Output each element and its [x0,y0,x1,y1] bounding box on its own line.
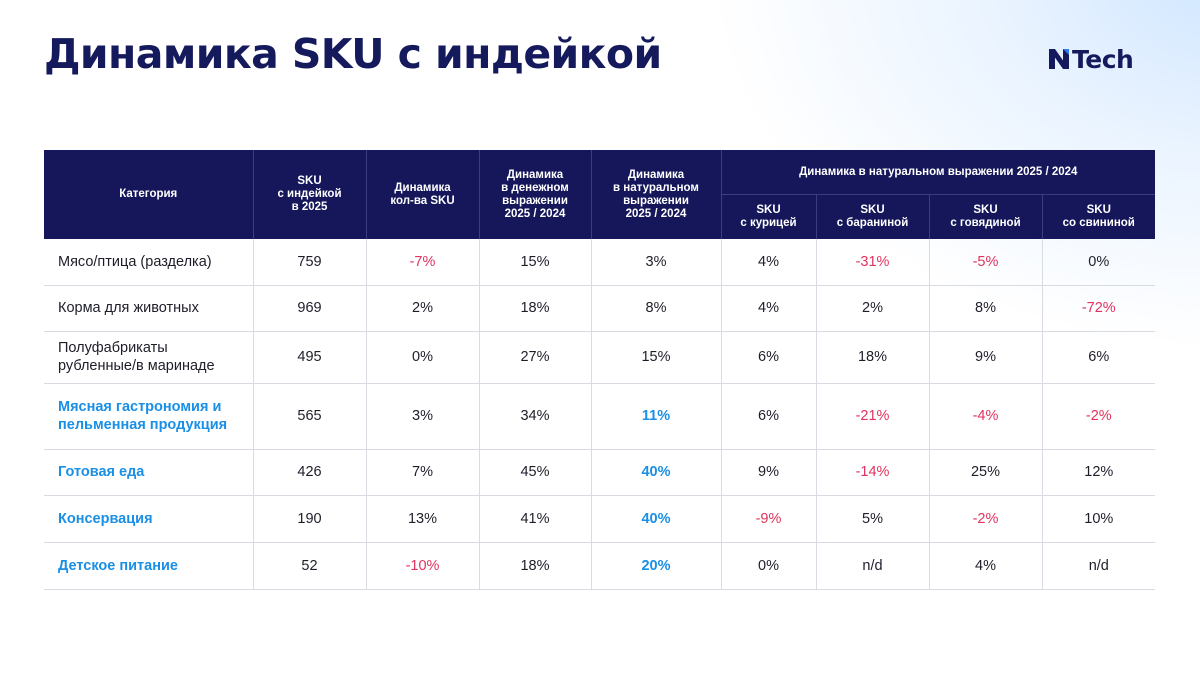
sku-chicken-cell: 0% [720,542,816,590]
sku-lamb-cell: 2% [815,285,929,332]
natural-dynamics-cell: 40% [590,449,721,496]
category-cell: Детское питание [44,542,253,590]
sku-chicken-cell: 6% [720,331,816,384]
sku-chicken-cell: 4% [720,285,816,332]
category-cell: Мясо/птица (разделка) [44,239,253,286]
n-logo-mark-icon [1049,49,1069,69]
sku-2025-cell: 565 [252,383,366,450]
category-cell: Полуфабрикаты рубленные/в маринаде [44,331,253,384]
natural-dynamics-cell: 3% [590,239,721,286]
table-body: Мясо/птица (разделка) 759 -7% 15% 3% 4% -31% -5… [44,239,1156,590]
sku-2025-cell: 426 [252,449,366,496]
category-cell: Консервация [44,495,253,543]
sku-2025-cell: 969 [252,285,366,332]
header-money-dynamics: Динамика в денежном выражении 2025 / 2024 [478,150,591,239]
sku-2025-cell: 495 [252,331,366,384]
table-row: Консервация 190 13% 41% 40% -9% 5% -2% 10% [44,495,1156,543]
sku-chicken-cell: -9% [720,495,816,543]
sku-lamb-cell: -14% [815,449,929,496]
sku-beef-cell: 9% [928,331,1042,384]
header-natural-dynamics: Динамика в натуральном выражении 2025 / 202… [590,150,721,239]
sku-lamb-cell: 18% [815,331,929,384]
money-dynamics-cell: 34% [478,383,591,450]
sku-2025-cell: 52 [252,542,366,590]
sku-count-dynamics-cell: -7% [365,239,479,286]
table-row: Мясо/птица (разделка) 759 -7% 15% 3% 4% -31% -5… [44,239,1156,286]
money-dynamics-cell: 45% [478,449,591,496]
logo-text: Tech [1072,44,1134,74]
sku-beef-cell: 25% [928,449,1042,496]
sku-chicken-cell: 4% [720,239,816,286]
money-dynamics-cell: 18% [478,285,591,332]
sku-lamb-cell: -21% [815,383,929,450]
natural-dynamics-cell: 15% [590,331,721,384]
natural-dynamics-cell: 40% [590,495,721,543]
table-row: Детское питание 52 -10% 18% 20% 0% n/d 4% n/d [44,542,1156,590]
sku-count-dynamics-cell: 0% [365,331,479,384]
sku-pork-cell: n/d [1041,542,1156,590]
sku-lamb-cell: -31% [815,239,929,286]
header-category: Категория [44,150,253,239]
sku-pork-cell: 6% [1041,331,1156,384]
sku-count-dynamics-cell: 7% [365,449,479,496]
sku-pork-cell: 12% [1041,449,1156,496]
sku-count-dynamics-cell: 2% [365,285,479,332]
category-cell: Мясная гастрономия и пельменная продукци… [44,383,253,450]
sku-pork-cell: -72% [1041,285,1156,332]
sku-lamb-cell: 5% [815,495,929,543]
table-row: Полуфабрикаты рубленные/в маринаде 495 0% 2… [44,331,1156,384]
sku-count-dynamics-cell: -10% [365,542,479,590]
money-dynamics-cell: 15% [478,239,591,286]
natural-dynamics-cell: 8% [590,285,721,332]
money-dynamics-cell: 27% [478,331,591,384]
sku-pork-cell: 0% [1041,239,1156,286]
sku-count-dynamics-cell: 13% [365,495,479,543]
header-sku-count-dynamics: Динамика кол-ва SKU [365,150,479,239]
sku-2025-cell: 759 [252,239,366,286]
sku-beef-cell: -5% [928,239,1042,286]
sku-lamb-cell: n/d [815,542,929,590]
category-cell: Готовая еда [44,449,253,496]
natural-dynamics-cell: 11% [590,383,721,450]
header-sku-chicken: SKU с курицей [720,194,816,239]
page-title: Динамика SKU с индейкой [44,30,662,78]
money-dynamics-cell: 18% [478,542,591,590]
brand-logo: Tech [1048,44,1134,74]
header-sku-lamb: SKU с бараниной [815,194,929,239]
table-row: Готовая еда 426 7% 45% 40% 9% -14% 25% 12% [44,449,1156,496]
header-sku-beef: SKU с говядиной [928,194,1042,239]
sku-beef-cell: 4% [928,542,1042,590]
table-row: Корма для животных 969 2% 18% 8% 4% 2% 8% -72% [44,285,1156,332]
sku-2025-cell: 190 [252,495,366,543]
sku-pork-cell: -2% [1041,383,1156,450]
table-row: Мясная гастрономия и пельменная продукци… [44,383,1156,450]
header-sku-2025: SKU с индейкой в 2025 [252,150,366,239]
sku-beef-cell: -4% [928,383,1042,450]
sku-pork-cell: 10% [1041,495,1156,543]
natural-dynamics-cell: 20% [590,542,721,590]
category-cell: Корма для животных [44,285,253,332]
sku-chicken-cell: 6% [720,383,816,450]
header-natural-group: Динамика в натуральном выражении 2025 / … [720,150,1156,195]
header-sku-pork: SKU со свининой [1041,194,1156,239]
money-dynamics-cell: 41% [478,495,591,543]
sku-count-dynamics-cell: 3% [365,383,479,450]
sku-beef-cell: -2% [928,495,1042,543]
sku-dynamics-table: Категория SKU с индейкой в 2025 Динамика ко… [44,150,1156,590]
sku-beef-cell: 8% [928,285,1042,332]
sku-chicken-cell: 9% [720,449,816,496]
